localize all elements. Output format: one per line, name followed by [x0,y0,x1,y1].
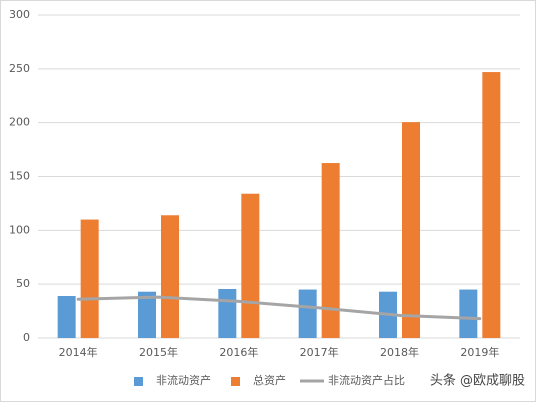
bar [161,215,179,338]
y-tick-label: 150 [9,170,30,183]
legend-label: 总资产 [253,373,286,387]
y-tick-label: 250 [9,62,30,75]
legend-swatch [231,377,240,386]
bar [482,72,501,339]
legend-label: 非流动资产占比 [328,373,405,387]
x-tick-label: 2019年 [460,345,499,359]
x-tick-label: 2014年 [59,345,98,359]
x-tick-label: 2016年 [219,345,258,359]
y-tick-label: 0 [23,331,30,344]
bar [57,296,76,338]
bar [218,289,237,338]
bar [402,122,420,339]
bar [298,289,317,338]
y-tick-label: 100 [9,223,30,236]
bar [321,163,340,338]
x-tick-label: 2018年 [380,345,419,359]
y-tick-label: 50 [16,277,30,290]
watermark: 头条 @欧成聊股 [430,373,525,389]
x-tick-label: 2017年 [300,345,339,359]
bar [80,219,99,338]
x-tick-label: 2015年 [139,345,178,359]
bar [459,289,478,338]
y-tick-label: 300 [9,8,30,21]
y-tick-label: 200 [9,116,30,129]
bar [241,193,260,338]
bar [138,291,156,338]
legend-swatch [134,377,143,386]
line [76,295,482,321]
legend-label: 非流动资产 [156,373,211,387]
